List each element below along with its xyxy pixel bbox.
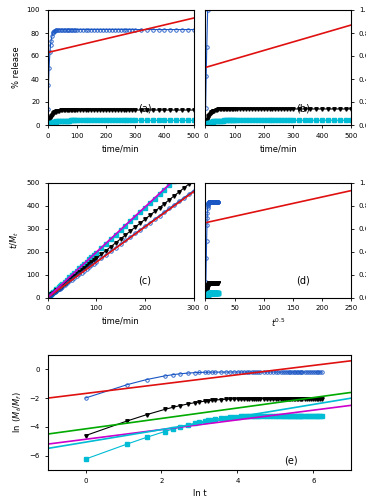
- X-axis label: time/min: time/min: [102, 316, 139, 326]
- Text: (a): (a): [138, 103, 152, 113]
- Text: (d): (d): [296, 276, 310, 285]
- Text: (e): (e): [284, 455, 298, 465]
- Y-axis label: $\ln\ (M_t/M_f)$: $\ln\ (M_t/M_f)$: [11, 392, 24, 434]
- Y-axis label: % release: % release: [12, 46, 21, 88]
- X-axis label: ln t: ln t: [193, 489, 206, 498]
- Text: (c): (c): [138, 276, 151, 285]
- Text: (b): (b): [296, 103, 310, 113]
- X-axis label: time/min: time/min: [102, 144, 139, 153]
- X-axis label: time/min: time/min: [259, 144, 297, 153]
- X-axis label: $t^{0.5}$: $t^{0.5}$: [271, 316, 286, 329]
- Y-axis label: $t/M_t$: $t/M_t$: [8, 231, 21, 249]
